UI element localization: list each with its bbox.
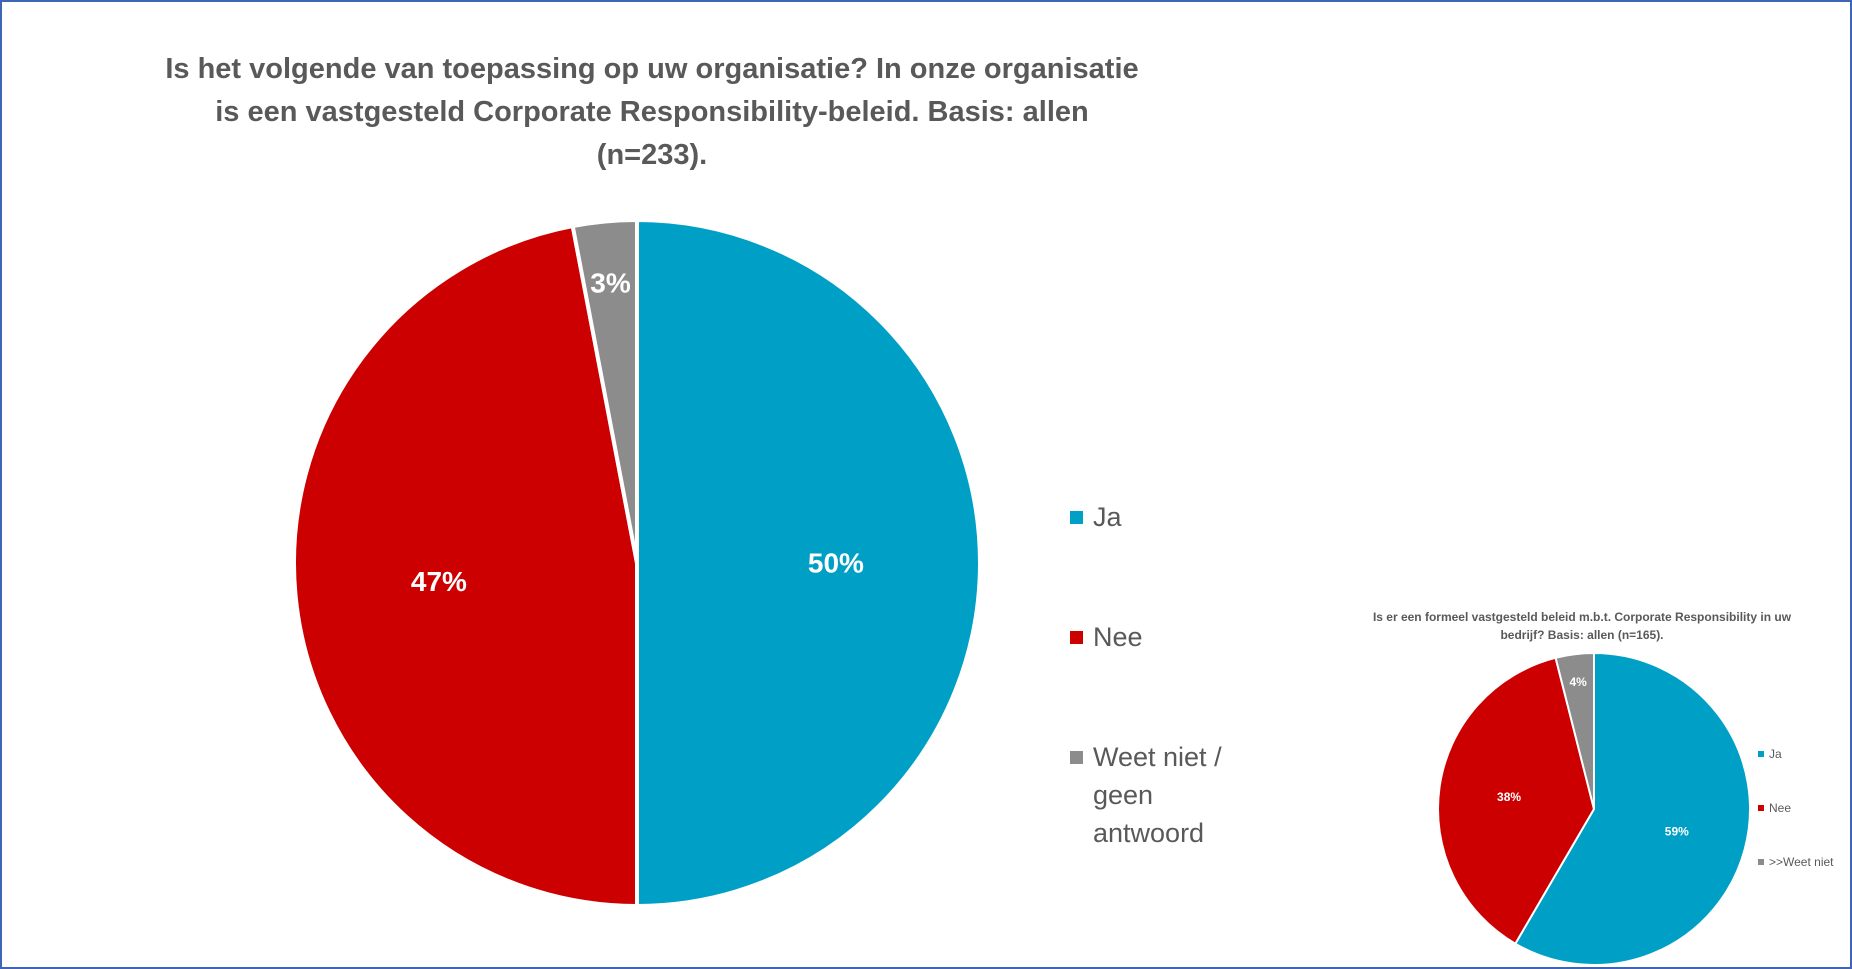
main-pie-label-ja: 50% (808, 548, 864, 579)
main-legend-label-ja: Ja (1093, 502, 1122, 532)
inset-legend-swatch-nee (1758, 805, 1764, 811)
inset-pie-label-nee: 38% (1497, 790, 1521, 804)
main-legend-swatch-ja (1070, 511, 1083, 524)
main-pie-slice-ja (635, 218, 982, 908)
inset-pie-slice-weet-niet (1554, 652, 1595, 810)
main-legend-item-nee: Nee (1070, 618, 1240, 656)
main-legend-label-weet-niet: Weet niet / geen antwoord (1093, 742, 1222, 848)
main-pie-label-weet-niet-geen-antwoord: 3% (590, 267, 631, 298)
main-legend-swatch-weet-niet (1070, 751, 1083, 764)
inset-pie-slice-ja (1514, 652, 1751, 966)
inset-pie-slice-nee (1437, 656, 1595, 945)
inset-legend-label-ja: Ja (1769, 747, 1782, 761)
inset-legend-label-weet-niet: >>Weet niet (1769, 855, 1834, 869)
main-pie-slice-nee (292, 224, 639, 908)
inset-pie-label-weet-niet: 4% (1569, 675, 1587, 689)
inset-legend-item-nee: Nee (1758, 800, 1850, 816)
inset-pie-label-ja: 59% (1665, 824, 1689, 838)
main-legend-swatch-nee (1070, 631, 1083, 644)
main-pie-slice-weet-niet-geen-antwoord (570, 218, 639, 565)
inset-chart-title: Is er een formeel vastgesteld beleid m.b… (1372, 610, 1792, 642)
main-chart-title: Is het volgende van toepassing op uw org… (165, 53, 1139, 171)
inset-legend-swatch-weet-niet (1758, 859, 1764, 865)
main-legend-label-nee: Nee (1093, 622, 1143, 652)
inset-legend-label-nee: Nee (1769, 801, 1792, 815)
main-legend-item-weet-niet: Weet niet / geen antwoord (1070, 738, 1240, 852)
inset-legend-item-weet-niet: >>Weet niet (1758, 854, 1850, 870)
main-pie-label-nee: 47% (411, 566, 467, 597)
inset-legend-swatch-ja (1758, 751, 1764, 757)
inset-legend-item-ja: Ja (1758, 746, 1850, 762)
main-legend-item-ja: Ja (1070, 498, 1240, 536)
